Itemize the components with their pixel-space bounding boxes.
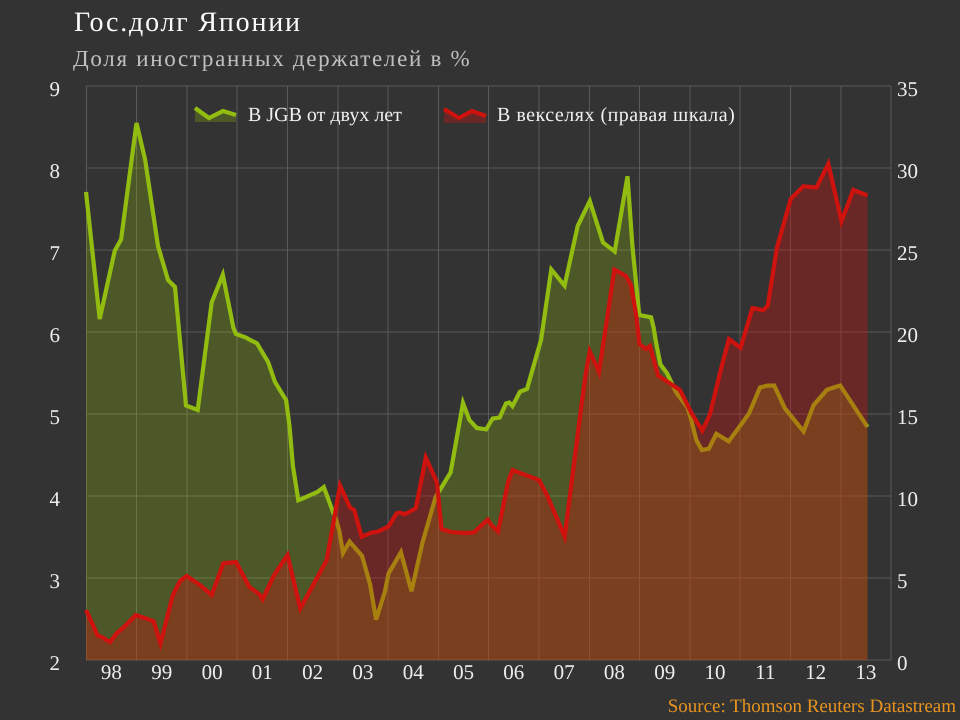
- svg-text:7: 7: [50, 241, 61, 265]
- svg-text:98: 98: [101, 660, 122, 684]
- svg-text:07: 07: [554, 660, 575, 684]
- svg-text:4: 4: [50, 487, 61, 511]
- svg-text:11: 11: [755, 660, 775, 684]
- svg-text:20: 20: [897, 323, 918, 347]
- svg-text:6: 6: [50, 323, 61, 347]
- svg-text:25: 25: [897, 241, 918, 265]
- svg-text:9: 9: [50, 77, 61, 101]
- svg-text:30: 30: [897, 159, 918, 183]
- svg-text:В JGB от двух лет: В JGB от двух лет: [248, 104, 402, 126]
- svg-text:13: 13: [855, 660, 876, 684]
- svg-text:02: 02: [302, 660, 323, 684]
- svg-text:08: 08: [604, 660, 625, 684]
- svg-text:3: 3: [50, 569, 61, 593]
- svg-text:Гос.долг Японии: Гос.долг Японии: [74, 7, 302, 38]
- svg-text:03: 03: [352, 660, 373, 684]
- svg-text:06: 06: [503, 660, 524, 684]
- svg-text:10: 10: [897, 487, 918, 511]
- svg-text:05: 05: [453, 660, 474, 684]
- svg-text:09: 09: [654, 660, 675, 684]
- svg-text:5: 5: [897, 569, 908, 593]
- svg-text:2: 2: [50, 651, 61, 675]
- svg-text:35: 35: [897, 77, 918, 101]
- svg-text:8: 8: [50, 159, 61, 183]
- svg-text:00: 00: [202, 660, 223, 684]
- svg-text:04: 04: [403, 660, 425, 684]
- svg-text:10: 10: [705, 660, 726, 684]
- svg-text:Source: Thomson Reuters Datast: Source: Thomson Reuters Datastream: [668, 696, 956, 717]
- svg-text:99: 99: [151, 660, 172, 684]
- svg-text:0: 0: [897, 651, 908, 675]
- svg-text:5: 5: [50, 405, 61, 429]
- svg-text:Доля иностранных держателей в: Доля иностранных держателей в %: [73, 46, 471, 71]
- svg-text:В векселях (правая шкала): В векселях (правая шкала): [497, 104, 735, 126]
- svg-text:15: 15: [897, 405, 918, 429]
- svg-text:12: 12: [805, 660, 826, 684]
- svg-text:01: 01: [252, 660, 273, 684]
